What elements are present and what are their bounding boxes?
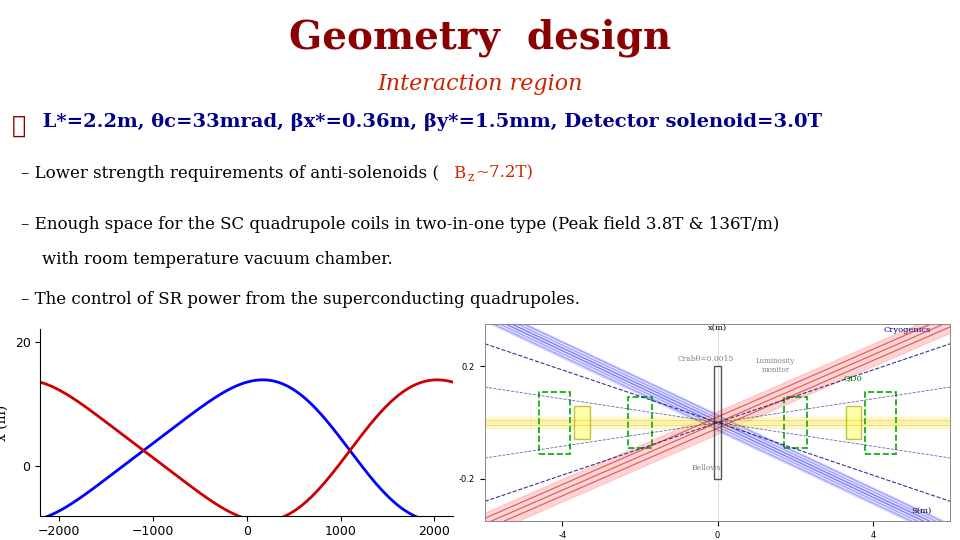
Bar — [714, 366, 721, 479]
Bar — [540, 392, 570, 454]
Bar — [846, 406, 861, 440]
Text: Bellows: Bellows — [691, 464, 721, 472]
Text: Interaction region: Interaction region — [377, 73, 583, 95]
Text: Luminosity
monitor: Luminosity monitor — [756, 356, 796, 374]
Text: – Enough space for the SC quadrupole coils in two-in-one type (Peak field 3.8T &: – Enough space for the SC quadrupole coi… — [21, 216, 780, 233]
Text: S(m): S(m) — [911, 507, 931, 515]
Text: ~7.2T): ~7.2T) — [475, 165, 533, 181]
Text: QD0: QD0 — [844, 374, 863, 382]
Bar — [574, 406, 589, 440]
Bar — [865, 392, 896, 454]
Bar — [783, 397, 806, 448]
Text: Crabθ=0.0015: Crabθ=0.0015 — [678, 355, 734, 362]
Text: L*=2.2m, θc=33mrad, βx*=0.36m, βy*=1.5mm, Detector solenoid=3.0T: L*=2.2m, θc=33mrad, βx*=0.36m, βy*=1.5mm… — [36, 113, 823, 131]
Bar — [629, 397, 652, 448]
Text: Cryogenics: Cryogenics — [884, 327, 931, 334]
Text: – Lower strength requirements of anti-solenoids (: – Lower strength requirements of anti-so… — [21, 165, 439, 181]
Text: x(m): x(m) — [708, 323, 727, 332]
Text: Geometry  design: Geometry design — [289, 19, 671, 57]
Text: with room temperature vacuum chamber.: with room temperature vacuum chamber. — [21, 251, 393, 268]
Text: z: z — [468, 171, 474, 184]
Y-axis label: x (m): x (m) — [0, 404, 10, 441]
Text: – The control of SR power from the superconducting quadrupoles.: – The control of SR power from the super… — [21, 291, 580, 307]
Text: ✓: ✓ — [12, 113, 26, 137]
Text: B: B — [453, 165, 466, 181]
